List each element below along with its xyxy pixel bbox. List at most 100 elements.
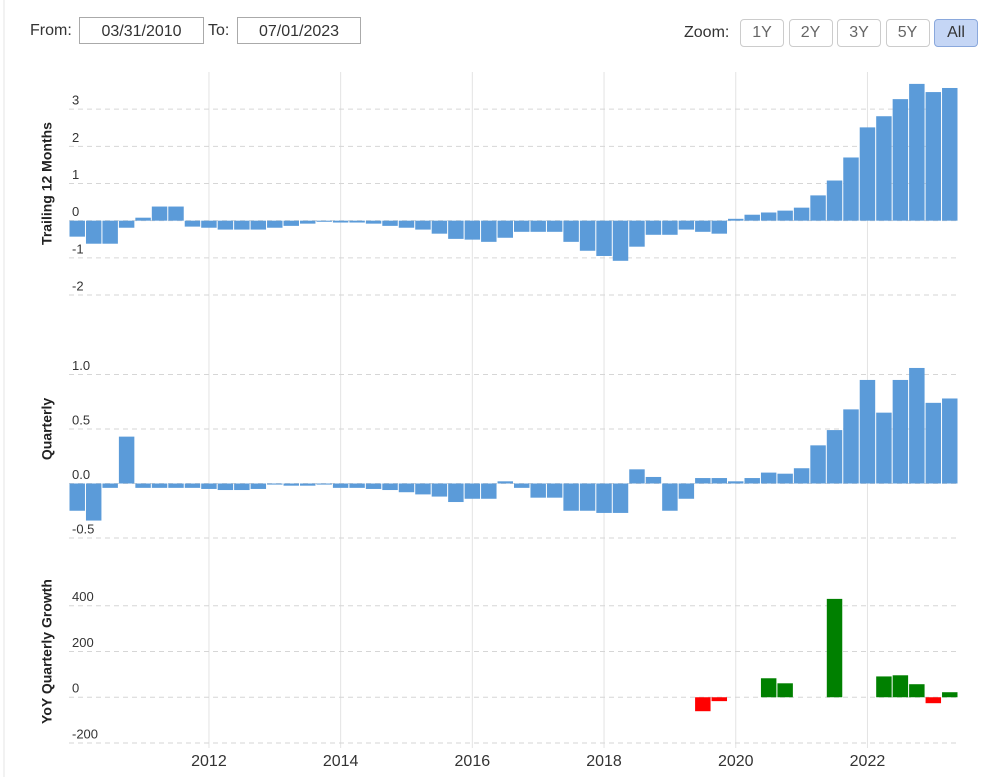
bar	[316, 220, 332, 222]
bar	[645, 220, 662, 235]
bar	[102, 483, 118, 488]
bar	[168, 206, 184, 221]
bar	[909, 684, 925, 698]
bar	[497, 220, 513, 238]
bar	[662, 220, 678, 235]
x-tick-label: 2012	[191, 753, 227, 770]
bar	[514, 483, 530, 488]
bar	[695, 478, 711, 484]
bar	[942, 87, 958, 221]
bar	[563, 220, 579, 242]
bar	[942, 692, 958, 698]
bar	[711, 220, 728, 234]
y-axis-title: Trailing 12 Months	[39, 122, 55, 245]
bar	[497, 481, 513, 484]
bar	[728, 218, 744, 221]
bar	[892, 99, 909, 221]
bar	[283, 483, 299, 486]
bar	[217, 220, 234, 230]
bar	[579, 483, 596, 511]
x-tick-label: 2022	[850, 753, 886, 770]
bar	[876, 116, 892, 221]
zoom-button[interactable]: 1Y	[740, 19, 784, 47]
bar	[612, 220, 629, 261]
to-label: To:	[208, 22, 230, 39]
bar	[876, 412, 892, 484]
from-label: From:	[30, 22, 72, 39]
bar	[596, 483, 612, 513]
bar	[168, 483, 184, 488]
y-tick-label: -2	[72, 278, 84, 293]
bar	[332, 483, 349, 488]
bar	[695, 220, 711, 232]
bar	[530, 483, 546, 498]
bar	[777, 473, 793, 484]
bar	[102, 220, 118, 244]
bar	[942, 398, 958, 484]
bar	[810, 445, 826, 484]
y-tick-label: -1	[72, 241, 84, 256]
bar	[596, 220, 612, 256]
bar	[629, 469, 645, 484]
zoom-button[interactable]: 2Y	[788, 19, 833, 47]
zoom-button[interactable]: 5Y	[885, 19, 930, 47]
bar	[925, 697, 942, 704]
bar	[760, 212, 777, 221]
bar	[448, 220, 464, 239]
bar	[415, 483, 431, 495]
bar	[349, 220, 365, 223]
bar	[629, 220, 645, 247]
bar	[151, 483, 168, 488]
bar	[85, 220, 102, 244]
bar	[398, 220, 415, 228]
bar	[349, 483, 365, 488]
bar	[678, 483, 695, 499]
bar	[431, 483, 448, 497]
y-tick-label: 0	[72, 681, 79, 696]
to-input[interactable]: 07/01/2023	[237, 17, 361, 44]
bar	[234, 220, 250, 230]
bar	[826, 430, 843, 484]
bar	[645, 476, 662, 484]
bar	[184, 220, 201, 227]
from-input[interactable]: 03/31/2010	[79, 17, 204, 44]
y-axis-title: YoY Quarterly Growth	[39, 579, 55, 724]
y-tick-label: 200	[72, 635, 94, 650]
bar	[514, 220, 530, 232]
bar	[151, 206, 168, 221]
bar	[299, 220, 316, 224]
bar	[118, 220, 135, 228]
y-tick-label: -200	[72, 726, 98, 741]
bar	[448, 483, 464, 503]
y-tick-label: -0.5	[72, 521, 94, 536]
bar	[530, 220, 546, 232]
zoom-button[interactable]: All	[934, 19, 978, 47]
bar	[135, 483, 151, 488]
bar	[415, 220, 431, 230]
bar	[793, 468, 810, 484]
zoom-button[interactable]: 3Y	[837, 19, 881, 47]
bar	[250, 483, 267, 489]
bar	[563, 483, 579, 511]
bar	[250, 220, 267, 230]
zoom-label: Zoom:	[684, 24, 730, 41]
bar	[398, 483, 415, 493]
bar	[695, 697, 711, 712]
bar	[909, 83, 925, 221]
bar	[283, 220, 299, 226]
y-tick-label: 1	[72, 167, 79, 182]
bar	[382, 220, 398, 226]
y-tick-label: 400	[72, 589, 94, 604]
bar	[267, 220, 283, 228]
bar	[744, 214, 760, 221]
bar	[546, 220, 563, 232]
bar	[365, 483, 382, 489]
bar	[201, 483, 217, 489]
bar	[431, 220, 448, 234]
bar	[859, 127, 876, 221]
bar	[299, 483, 316, 486]
bar	[810, 195, 826, 221]
bar	[464, 220, 481, 240]
